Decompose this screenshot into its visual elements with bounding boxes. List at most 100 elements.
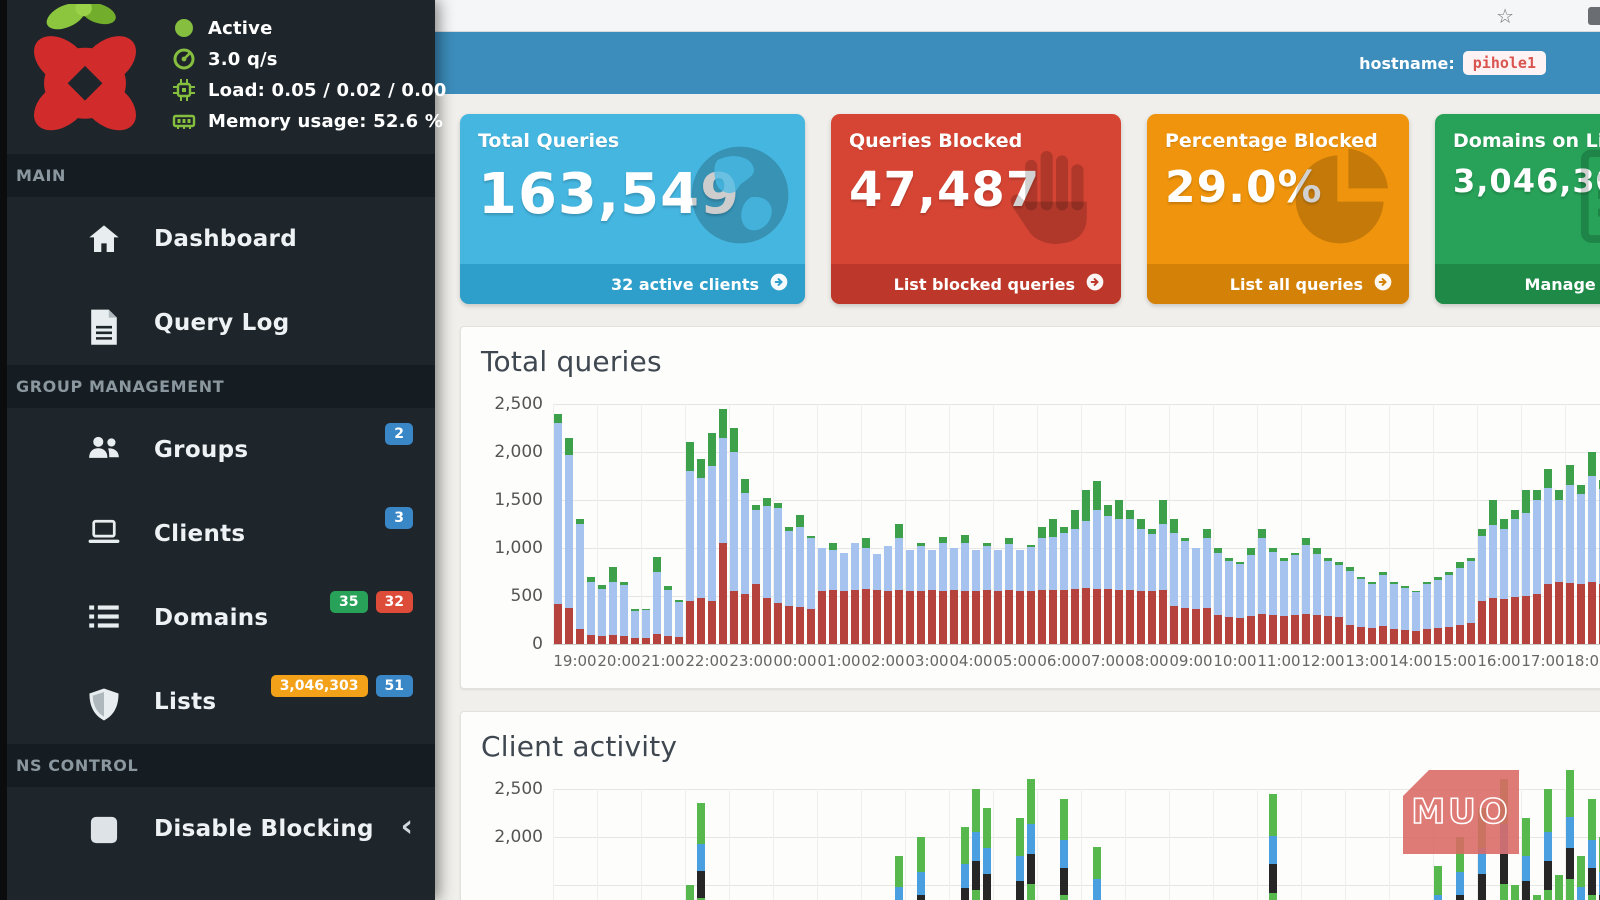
query-bar — [1368, 581, 1376, 644]
sidebar-item-query-log[interactable]: Query Log — [0, 281, 435, 365]
sidebar-item-disable-blocking[interactable]: Disable Blocking ‹ — [0, 787, 435, 871]
gridline — [1565, 789, 1566, 900]
bar-segment — [752, 584, 760, 644]
query-bar — [851, 543, 859, 644]
query-bar — [1027, 545, 1035, 644]
bar-segment — [972, 861, 980, 890]
bar-segment — [1082, 521, 1090, 589]
total-queries-chart[interactable]: 2,500 2,000 1,500 1,000 500 0 19:00 20:00 21:00 2… — [494, 394, 1600, 670]
bookmark-star-icon[interactable]: ☆ — [1496, 3, 1514, 28]
shield-icon — [88, 687, 120, 721]
sidebar-item-domains[interactable]: Domains 35 32 — [0, 576, 435, 660]
bar-segment — [1335, 562, 1343, 566]
query-bar — [785, 526, 793, 644]
bar-segment — [906, 549, 914, 592]
sidebar: Active 3.0 q/s Load: 0.05 / 0.02 / 0.00 Mem… — [0, 0, 446, 900]
query-bar — [994, 549, 1002, 644]
bar-segment — [1170, 519, 1178, 533]
browser-chrome: ☆ — [435, 0, 1600, 32]
sidebar-item-lists[interactable]: Lists 3,046,303 51 — [0, 660, 435, 744]
arrow-circle-icon — [1373, 272, 1393, 296]
list-icon — [1565, 140, 1600, 250]
query-bar — [565, 437, 573, 644]
sidebar-section-label: GROUP MANAGEMENT — [0, 365, 435, 408]
stat-card-footer-link[interactable]: 32 active clients — [460, 264, 805, 304]
bar-segment — [1291, 552, 1299, 555]
gridline — [1521, 789, 1522, 900]
bar-segment — [917, 590, 925, 644]
bar-segment — [554, 603, 562, 644]
monitor-bezel — [0, 0, 7, 900]
bar-segment — [1555, 875, 1563, 900]
sidebar-item-dashboard[interactable]: Dashboard — [0, 197, 435, 281]
bar-segment — [1434, 895, 1442, 900]
bar-segment — [961, 887, 969, 900]
bar-segment — [587, 576, 595, 582]
bar-segment — [1390, 581, 1398, 584]
bar-segment — [1203, 528, 1211, 539]
stat-card-value: 163,549 — [478, 162, 741, 227]
bar-segment — [939, 543, 947, 592]
x-axis-tick-label: 23:00 — [729, 652, 773, 670]
query-bar — [1423, 581, 1431, 644]
bar-segment — [1522, 817, 1530, 856]
browser-extension-icon[interactable] — [1588, 7, 1600, 25]
gridline — [1125, 404, 1126, 644]
query-bar — [983, 808, 991, 900]
y-axis-tick-label: 0 — [532, 634, 543, 654]
bar-segment — [785, 530, 793, 606]
bar-segment — [1049, 519, 1057, 537]
gridline — [1345, 789, 1346, 900]
bar-segment — [1357, 626, 1365, 644]
hostname-badge: pihole1 — [1462, 51, 1546, 75]
bar-segment — [1060, 867, 1068, 896]
stat-card-footer-link[interactable]: List blocked queries — [831, 264, 1121, 304]
bar-segment — [972, 549, 980, 592]
bar-segment — [818, 548, 826, 591]
query-bar — [972, 789, 980, 900]
client-activity-title: Client activity — [481, 730, 678, 763]
query-bar — [1247, 548, 1255, 644]
bar-segment — [1115, 500, 1123, 520]
bar-segment — [1588, 476, 1596, 582]
bar-segment — [708, 600, 716, 644]
count-badge: 32 — [375, 591, 413, 613]
bar-segment — [796, 515, 804, 527]
list-icon — [88, 603, 120, 633]
count-badge: 35 — [330, 591, 368, 613]
sidebar-item-groups[interactable]: Groups 2 — [0, 408, 435, 492]
bar-segment — [1016, 855, 1024, 882]
sidebar-item-label: Disable Blocking — [154, 816, 374, 842]
stat-card-footer-link[interactable]: Manage lists — [1435, 264, 1600, 304]
bar-segment — [1357, 576, 1365, 579]
sidebar-item-clients[interactable]: Clients 3 — [0, 492, 435, 576]
count-badge: 2 — [385, 423, 413, 445]
stat-card-footer-link[interactable]: List all queries — [1147, 264, 1409, 304]
bar-segment — [741, 493, 749, 595]
query-bar — [1522, 490, 1530, 644]
status-rate: 3.0 q/s — [172, 47, 447, 71]
query-bar — [587, 576, 595, 644]
gridline — [1565, 404, 1566, 644]
bar-segment — [1082, 588, 1090, 644]
bar-segment — [961, 827, 969, 864]
query-bar — [1269, 548, 1277, 644]
bar-segment — [950, 548, 958, 591]
bar-segment — [1071, 509, 1079, 529]
bar-segment — [1456, 871, 1464, 895]
bar-segment — [1038, 526, 1046, 539]
query-bar — [1236, 562, 1244, 644]
bar-segment — [752, 509, 760, 585]
bar-segment — [686, 471, 694, 601]
bar-segment — [1412, 591, 1420, 593]
bar-segment — [1533, 894, 1541, 900]
bar-segment — [675, 637, 683, 644]
bar-segment — [1071, 528, 1079, 590]
bar-segment — [642, 638, 650, 644]
bar-segment — [862, 538, 870, 549]
count-badge: 51 — [375, 675, 413, 697]
bar-segment — [829, 549, 837, 591]
sidebar-item-label: Lists — [154, 689, 217, 715]
bar-segment — [1577, 484, 1585, 495]
bar-segment — [796, 526, 804, 607]
